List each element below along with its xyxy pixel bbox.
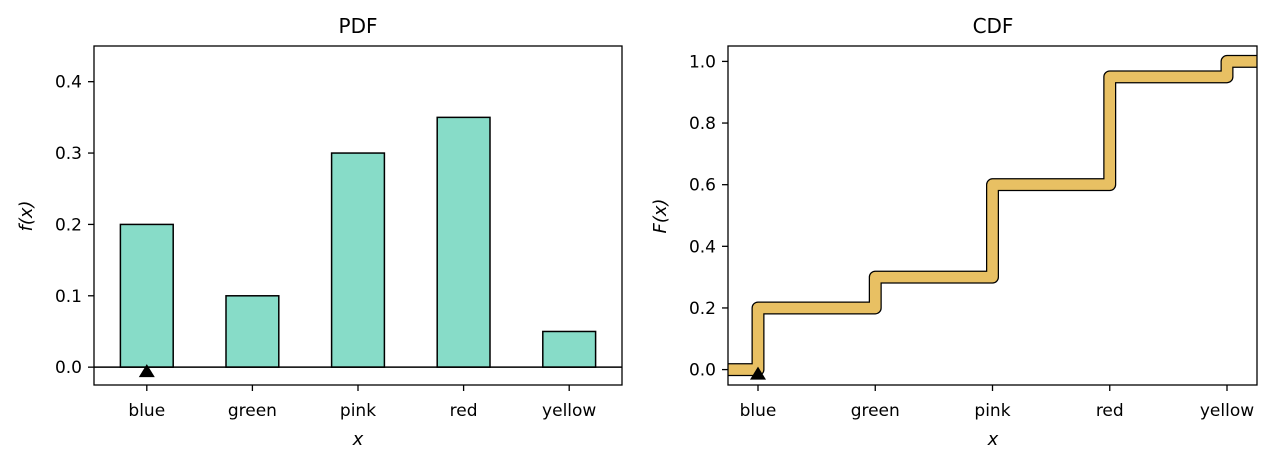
pdf-x-tick-label: green: [228, 401, 277, 421]
cdf-x-axis-label: x: [987, 429, 999, 450]
cdf-x-tick-label: blue: [740, 401, 777, 421]
cdf-panel: CDF 0.0 0.2 0.4 0.6 0.8 1.0 blue green pink red y…: [650, 14, 1258, 450]
pdf-bar-red: [436, 116, 491, 368]
cdf-y-tick-label: 0.8: [689, 114, 716, 134]
pdf-x-tick-label: pink: [340, 401, 376, 421]
cdf-y-tick-label: 0.2: [689, 299, 716, 319]
cdf-x-tick-label: red: [1096, 401, 1124, 421]
pdf-panel: PDF 0.0 0.1 0.2 0.3 0.4 blue green pink red yell…: [16, 14, 623, 450]
cdf-y-tick-label: 0.0: [689, 361, 716, 381]
pdf-y-ticks: 0.0 0.1 0.2 0.3 0.4: [55, 73, 94, 378]
pdf-y-axis-label: f(x): [16, 200, 37, 231]
pdf-x-axis-label: x: [352, 429, 364, 450]
pdf-x-ticks: blue green pink red yellow: [128, 385, 596, 421]
pdf-title: PDF: [339, 14, 378, 38]
pdf-x-tick-label: yellow: [542, 401, 596, 421]
cdf-title: CDF: [973, 14, 1014, 38]
cdf-x-ticks: blue green pink red yellow: [740, 385, 1254, 421]
pdf-bar-blue: [119, 223, 174, 368]
cdf-y-tick-label: 1.0: [689, 52, 716, 72]
cdf-x-tick-label: green: [851, 401, 900, 421]
cdf-y-ticks: 0.0 0.2 0.4 0.6 0.8 1.0: [689, 52, 728, 381]
pdf-bar-yellow: [542, 330, 597, 368]
pdf-y-tick-label: 0.0: [55, 358, 82, 378]
pdf-x-tick-label: blue: [128, 401, 165, 421]
cdf-y-tick-label: 0.6: [689, 176, 716, 196]
cdf-marker-triangle: [750, 366, 766, 380]
pdf-y-tick-label: 0.4: [55, 73, 82, 93]
pdf-bars: [119, 116, 597, 368]
cdf-step-line: [728, 56, 1257, 375]
cdf-x-tick-label: yellow: [1200, 401, 1254, 421]
pdf-y-tick-label: 0.1: [55, 287, 82, 307]
pdf-marker-triangle: [138, 364, 155, 378]
pdf-bar-pink: [330, 152, 386, 368]
pdf-y-tick-label: 0.2: [55, 215, 82, 235]
pdf-y-tick-label: 0.3: [55, 144, 82, 164]
pdf-x-tick-label: red: [450, 401, 478, 421]
cdf-y-axis-label: F(x): [650, 198, 671, 233]
cdf-y-tick-label: 0.4: [689, 237, 716, 257]
pdf-bar-green: [225, 295, 280, 368]
cdf-x-tick-label: pink: [974, 401, 1010, 421]
